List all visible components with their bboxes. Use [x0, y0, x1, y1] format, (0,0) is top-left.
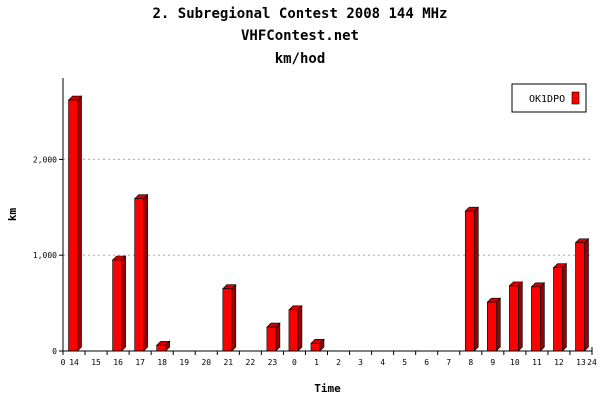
- x-tick-label-10: 0: [292, 358, 297, 367]
- bar-front-10: [288, 309, 299, 352]
- x-tick-label-0: 14: [69, 358, 79, 367]
- bar-front-3: [134, 198, 144, 352]
- x-tick-label-9: 23: [268, 358, 278, 367]
- bar-side-23: [584, 238, 589, 352]
- bar-18: [464, 206, 479, 352]
- x-tick-label-21: 11: [532, 358, 542, 367]
- x-tick-label-6: 20: [201, 358, 211, 367]
- bar-front-19: [487, 301, 497, 352]
- bar-front-9: [266, 326, 277, 352]
- y-tick-label-1: 1,000: [33, 251, 57, 260]
- bar-front-4: [156, 344, 166, 352]
- x-tick-label-18: 8: [468, 358, 473, 367]
- chart-subtitle: VHFContest.net: [240, 28, 359, 44]
- bar-22: [552, 262, 568, 352]
- chart-unit-label: km/hod: [274, 51, 326, 67]
- bar-9: [266, 322, 281, 352]
- bar-side-9: [275, 322, 281, 352]
- x-tick-label-17: 7: [446, 358, 451, 367]
- x-tick-label-16: 6: [424, 358, 429, 367]
- x-tick-label-12: 2: [336, 358, 341, 367]
- legend-entry-label: OK1DPO: [529, 94, 565, 105]
- bar-front-2: [112, 259, 122, 352]
- legend-swatch: [571, 91, 580, 105]
- bar-front-23: [575, 242, 585, 352]
- bar-side-0: [77, 95, 82, 352]
- x-tick-label-4: 18: [157, 358, 167, 367]
- x-tick-label-2: 16: [113, 358, 123, 367]
- x-tick-label-11: 1: [314, 358, 319, 367]
- bar-layer: [67, 95, 590, 352]
- bar-4: [155, 340, 171, 352]
- bar-3: [133, 193, 149, 352]
- x-tick-label-5: 19: [179, 358, 189, 367]
- x-tick-label-3: 17: [135, 358, 145, 367]
- bar-side-19: [496, 297, 501, 352]
- bar-side-7: [231, 284, 237, 352]
- bar-0: [67, 95, 83, 352]
- bar-side-22: [562, 262, 567, 352]
- y-tick-label-2: 2,000: [33, 155, 57, 164]
- x-axis-title: Time: [314, 382, 341, 395]
- y-axis-title: km: [6, 208, 19, 222]
- x-tick-label-23: 13: [576, 358, 586, 367]
- bar-side-18: [473, 206, 479, 352]
- bar-19: [486, 297, 502, 352]
- x-tick-label-14: 4: [380, 358, 385, 367]
- bar-front-21: [531, 286, 541, 352]
- bar-11: [310, 338, 325, 352]
- bar-side-10: [297, 305, 303, 352]
- bar-front-18: [464, 210, 475, 352]
- x-tick-label-1: 15: [91, 358, 101, 367]
- bar-20: [508, 281, 524, 352]
- x-tick-label-20: 10: [510, 358, 520, 367]
- bar-side-3: [143, 193, 148, 352]
- x-tick-label-13: 3: [358, 358, 363, 367]
- x-tick-label-19: 9: [490, 358, 495, 367]
- bar-front-7: [222, 288, 233, 352]
- bar-10: [288, 305, 303, 352]
- x-tick-label-7: 21: [223, 358, 233, 367]
- bar-front-0: [68, 99, 78, 352]
- bar-side-2: [121, 255, 126, 352]
- x-tick-label-22: 12: [554, 358, 564, 367]
- x-tick-label-start: 0: [61, 358, 66, 367]
- x-tick-label-8: 22: [246, 358, 256, 367]
- bar-2: [111, 255, 127, 352]
- bar-23: [574, 238, 590, 352]
- bar-21: [530, 282, 546, 352]
- bar-7: [222, 284, 237, 352]
- legend: OK1DPO: [511, 83, 587, 113]
- x-tick-label-15: 5: [402, 358, 407, 367]
- bar-side-21: [540, 282, 545, 352]
- bar-front-20: [509, 285, 519, 352]
- x-tick-label-end: 24: [587, 358, 597, 367]
- y-tick-layer: 0 1,000 2,000: [33, 155, 63, 356]
- bar-side-20: [518, 281, 523, 352]
- bar-front-22: [553, 267, 563, 352]
- bar-front-11: [310, 343, 321, 352]
- chart-title: 2. Subregional Contest 2008 144 MHz: [152, 6, 448, 22]
- grid-layer: [63, 158, 592, 256]
- y-tick-label-0: 0: [52, 347, 57, 356]
